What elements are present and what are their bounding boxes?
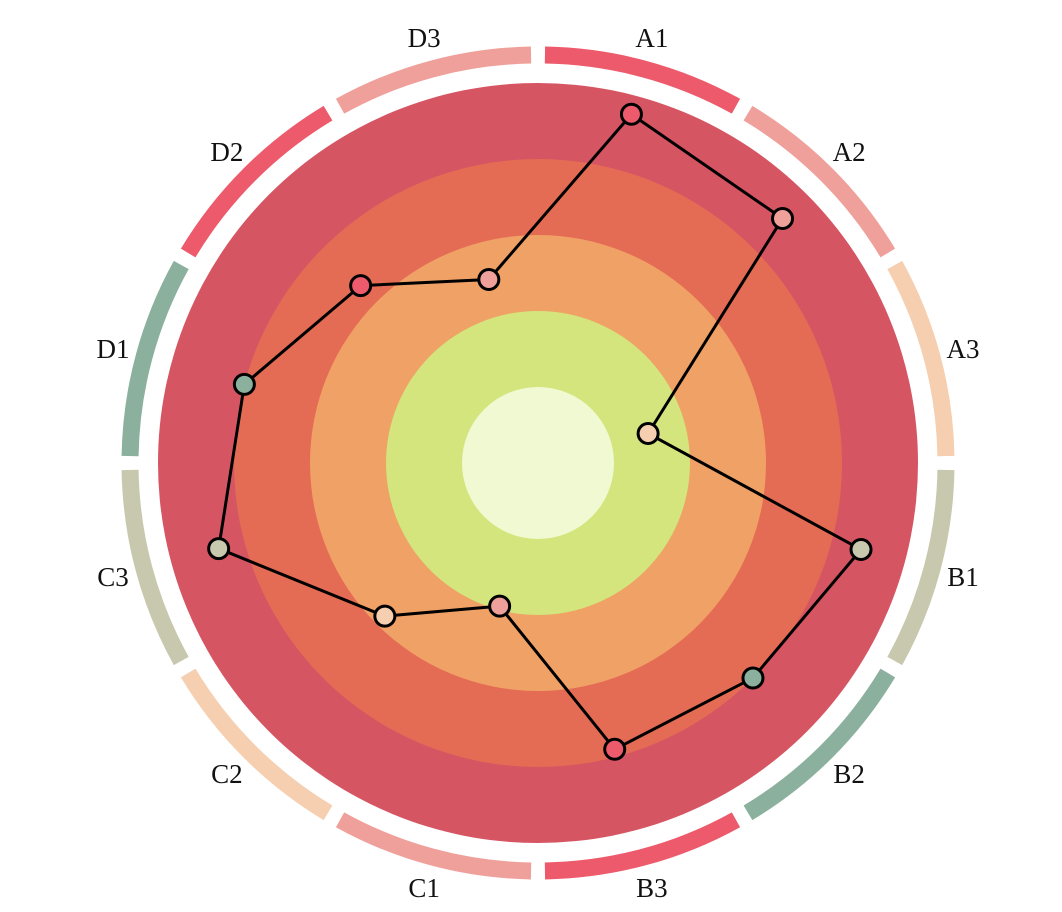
data-point-d1 [232, 372, 256, 396]
ring-segment-b3 [544, 812, 741, 880]
data-point-b1 [849, 538, 873, 562]
data-point-d3 [477, 267, 501, 291]
data-point-b2 [741, 666, 765, 690]
data-point-c3 [207, 537, 231, 561]
data-point-c1 [488, 594, 512, 618]
category-label-d3: D3 [408, 23, 441, 53]
category-label-c1: C1 [408, 873, 440, 903]
ring-segment-a3 [887, 260, 955, 457]
background-band-1 [462, 387, 614, 539]
category-label-c3: C3 [97, 562, 129, 592]
ring-segment-d1 [121, 260, 189, 457]
data-point-c2 [373, 604, 397, 628]
category-label-a1: A1 [635, 23, 668, 53]
ring-segment-d3 [335, 46, 532, 114]
ring-segment-c2 [180, 668, 333, 821]
category-label-b3: B3 [636, 873, 668, 903]
category-ring [121, 46, 955, 880]
data-point-b3 [603, 737, 627, 761]
ring-segment-d2 [180, 105, 333, 258]
ring-segment-b1 [887, 469, 955, 666]
category-label-c2: C2 [211, 759, 243, 789]
category-label-d2: D2 [210, 137, 243, 167]
category-labels: A1 A2 A3 B1 B2 B3 C1 C2 C3 D1 D2 D3 [96, 23, 979, 903]
background-bands [158, 83, 918, 843]
ring-segment-b2 [743, 668, 896, 821]
data-point-d2 [349, 274, 373, 298]
category-label-b2: B2 [833, 759, 865, 789]
ring-segment-a2 [743, 105, 896, 258]
ring-segment-c1 [335, 812, 532, 880]
data-points [207, 102, 873, 761]
category-label-b1: B1 [947, 562, 979, 592]
ring-segment-c3 [121, 469, 189, 666]
data-point-a3 [636, 421, 660, 445]
data-point-a2 [771, 206, 795, 230]
ring-segment-a1 [544, 46, 741, 114]
category-label-d1: D1 [96, 334, 129, 364]
category-label-a3: A3 [947, 334, 980, 364]
data-point-a1 [619, 102, 643, 126]
category-label-a2: A2 [833, 137, 866, 167]
